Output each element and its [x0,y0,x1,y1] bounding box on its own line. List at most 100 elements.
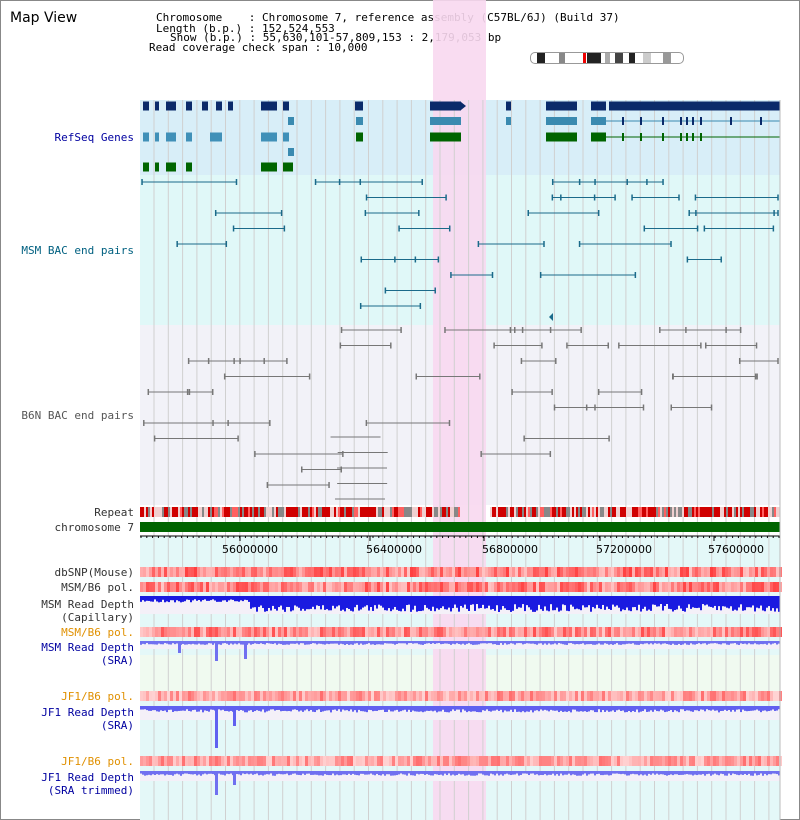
heat-cell [428,627,431,637]
heat-cell [740,691,743,701]
heat-cell [176,691,179,701]
heat-cell [623,756,626,766]
depth-bar [526,596,528,606]
depth-bar [636,706,638,710]
repeat-block [558,507,560,517]
heat-cell [569,582,572,592]
jf1-b6-pol-label-2[interactable]: JF1/B6 pol. [61,755,134,768]
heat-cell [200,691,203,701]
gene-exon [155,132,159,142]
msm-b6-pol-label-2[interactable]: MSM/B6 pol. [61,626,134,639]
heat-cell [578,627,581,637]
depth-bar [468,641,470,644]
b6n-bac-label[interactable]: B6N BAC end pairs [21,409,134,422]
heat-cell [170,582,173,592]
depth-bar [652,596,654,605]
depth-bar [154,641,156,645]
heat-cell [608,691,611,701]
depth-bar [164,641,166,644]
heat-cell [323,756,326,766]
depth-bar [210,596,212,601]
depth-bar [268,706,270,711]
msm-read-depth-capillary-label[interactable]: MSM Read Depth [41,598,134,611]
depth-bar [558,641,560,644]
heat-cell [461,691,464,701]
heat-cell [224,567,227,577]
heat-cell [164,582,167,592]
depth-bar [380,771,382,776]
heat-cell [545,582,548,592]
jf1-read-depth-trimmed-label[interactable]: JF1 Read Depth [41,771,134,784]
heat-cell [266,691,269,701]
repeat-block [516,507,518,517]
depth-bar [418,596,420,612]
heat-cell [155,567,158,577]
heat-cell [683,582,686,592]
depth-bar [176,596,178,601]
depth-bar [658,641,660,644]
refseq-genes-label[interactable]: RefSeq Genes [54,131,134,144]
msm-bac-label[interactable]: MSM BAC end pairs [21,244,134,257]
depth-bar [300,641,302,644]
depth-bar [518,641,520,644]
depth-bar [552,641,554,645]
heat-cell [209,627,212,637]
jf1-b6-pol-label[interactable]: JF1/B6 pol. [61,690,134,703]
msm-b6-pol-label[interactable]: MSM/B6 pol. [61,581,134,594]
depth-bar [612,596,614,605]
depth-bar [400,771,402,774]
depth-bar [336,596,338,607]
heat-cell [209,756,212,766]
heat-cell [395,756,398,766]
depth-bar [268,771,270,775]
msm-read-depth-sra-label[interactable]: MSM Read Depth [41,641,134,654]
depth-bar [162,641,164,645]
depth-bar [720,771,722,774]
heat-cell [170,567,173,577]
heat-cell [146,582,149,592]
depth-bar [608,596,610,609]
heat-cell [182,627,185,637]
heat-cell [362,627,365,637]
jf1-read-depth-sra-label[interactable]: JF1 Read Depth [41,706,134,719]
depth-bar [634,706,636,712]
depth-bar [218,706,220,710]
heat-cell [659,627,662,637]
depth-bar [328,771,330,776]
chromosome-ideogram[interactable] [530,52,684,64]
heat-cell [155,691,158,701]
dbsnp-label[interactable]: dbSNP(Mouse) [54,566,134,579]
heat-cell [239,627,242,637]
depth-bar [636,641,638,645]
tick-label: 57600000 [708,543,764,556]
depth-bar [332,641,334,644]
depth-bar [724,706,726,710]
depth-bar [206,641,208,645]
depth-bar [370,706,372,711]
heat-cell [758,582,761,592]
depth-bar [666,641,668,645]
depth-bar [748,706,750,712]
depth-bar [766,641,768,645]
gene-exon [283,101,289,111]
heat-cell [146,627,149,637]
gene-exon [546,101,577,111]
heat-cell [485,691,488,701]
depth-bar [244,771,246,775]
repeat-block [748,507,750,517]
depth-bar [198,596,200,600]
heat-cell [323,691,326,701]
heat-cell [428,691,431,701]
depth-bar [238,596,240,602]
heat-cell [212,756,215,766]
depth-bar [682,706,684,710]
heat-cell [380,756,383,766]
heat-cell [461,567,464,577]
heat-cell [209,582,212,592]
heat-cell [548,627,551,637]
heat-cell [458,567,461,577]
heat-cell [386,691,389,701]
depth-bar [548,641,550,644]
depth-bar [594,771,596,776]
